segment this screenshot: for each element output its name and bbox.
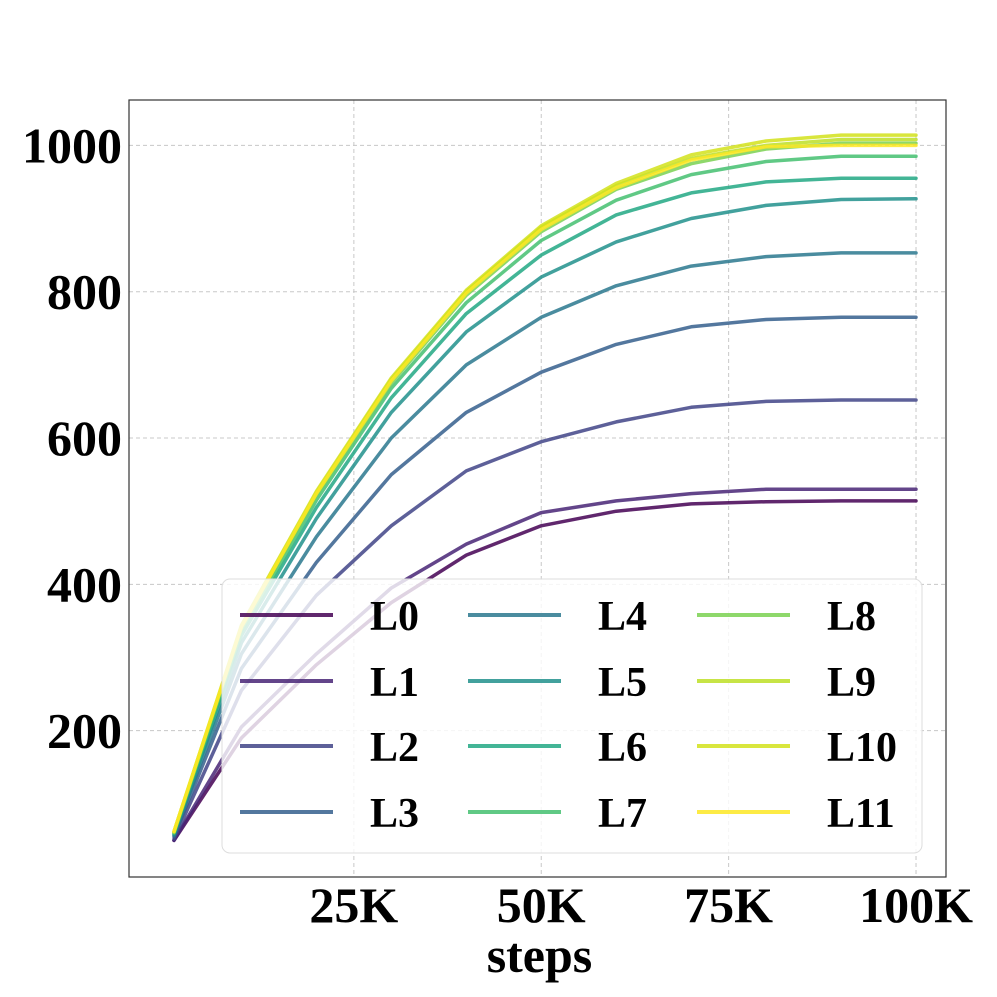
- legend-entry-l5: L5: [468, 660, 647, 706]
- y-tick-label: 200: [47, 703, 122, 759]
- legend-label: L7: [598, 791, 647, 837]
- legend-label: L2: [370, 725, 419, 771]
- legend-label: L6: [598, 725, 647, 771]
- legend-label: L4: [598, 594, 647, 640]
- legend-entry-l9: L9: [697, 660, 876, 706]
- legend-box: [221, 578, 923, 854]
- y-tick-label: 600: [47, 410, 122, 466]
- legend-label: L8: [827, 594, 876, 640]
- legend-entry-l10: L10: [697, 725, 897, 771]
- legend-label: L10: [827, 725, 897, 771]
- legend-label: L3: [370, 791, 419, 837]
- legend-entry-l0: L0: [240, 594, 419, 640]
- series-line-l11: [172, 143, 918, 834]
- legend-entry-l4: L4: [468, 594, 647, 640]
- legend-label: L1: [370, 660, 419, 706]
- legend-entry-l6: L6: [468, 725, 647, 771]
- y-tick-label: 400: [47, 556, 122, 612]
- legend-label: L11: [827, 791, 895, 837]
- legend-label: L5: [598, 660, 647, 706]
- legend-entry-l11: L11: [697, 791, 895, 837]
- x-tick-label: 50K: [497, 877, 586, 933]
- y-tick-label: 800: [47, 264, 122, 320]
- legend-entry-l7: L7: [468, 791, 647, 837]
- legend-entry-l2: L2: [240, 725, 419, 771]
- y-tick-label: 1000: [22, 117, 122, 173]
- plot-frame: [128, 99, 947, 878]
- x-tick-label: 100K: [859, 877, 973, 933]
- series-line-l5: [172, 197, 918, 837]
- legend-label: L0: [370, 594, 419, 640]
- x-axis-title: steps: [487, 927, 593, 983]
- legend-entry-l8: L8: [697, 594, 876, 640]
- legend: L0 L1 L2 L3 L4 L5 L6 L7 L8 L9 L10 L11: [221, 578, 923, 854]
- series-line-l6: [172, 176, 918, 835]
- x-tick-label: 75K: [684, 877, 773, 933]
- tick-layer: 25K 50K 75K 100K 200 400 600 800 1000: [22, 117, 973, 933]
- legend-label: L9: [827, 660, 876, 706]
- series-line-l7: [172, 154, 918, 835]
- x-tick-label: 25K: [309, 877, 398, 933]
- legend-entry-l3: L3: [240, 791, 419, 837]
- legend-entry-l1: L1: [240, 660, 419, 706]
- series-line-l4: [172, 251, 918, 838]
